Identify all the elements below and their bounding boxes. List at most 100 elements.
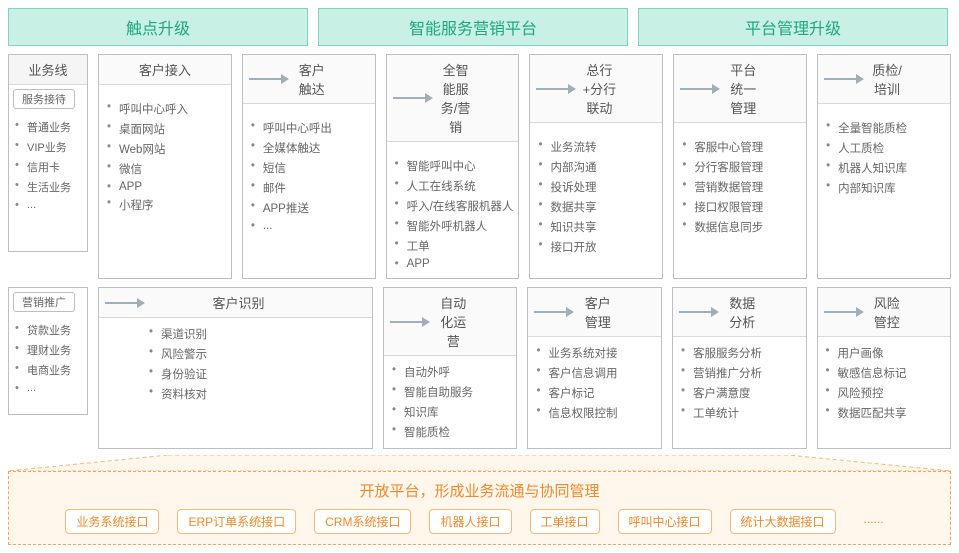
box-risk: 风险管控 用户画像敏感信息标记风险预控数据匹配共享 — [817, 287, 952, 449]
list-item: 人工质检 — [832, 138, 946, 158]
list-item: 用户画像 — [832, 343, 947, 363]
list-item: 人工在线系统 — [401, 176, 515, 196]
interface-chip: 呼叫中心接口 — [618, 509, 712, 534]
list-item: 营销推广分析 — [687, 363, 802, 383]
list-item: Web网站 — [113, 139, 227, 159]
open-platform-title: 开放平台，形成业务流通与协同管理 — [19, 478, 940, 509]
arrow-icon — [249, 74, 289, 84]
arrow-icon — [393, 93, 433, 103]
list-item: ... — [21, 380, 83, 396]
list-item: 全媒体触达 — [257, 138, 371, 158]
list-item: 短信 — [257, 158, 371, 178]
list-item: APP — [113, 179, 227, 195]
arrow-icon — [824, 74, 864, 84]
list-item: 呼入/在线客服机器人 — [401, 196, 515, 216]
business-line-title: 业务线 — [9, 55, 87, 85]
business-line-box-2: 营销推广 贷款业务理财业务电商业务... — [8, 287, 88, 415]
list-item: 接口开放 — [544, 237, 658, 257]
list-item: 客服中心管理 — [688, 137, 802, 157]
open-platform: 开放平台，形成业务流通与协同管理 业务系统接口ERP订单系统接口CRM系统接口机… — [8, 471, 951, 545]
interface-chip: ERP订单系统接口 — [177, 509, 296, 534]
list-item: 自动外呼 — [398, 362, 513, 382]
arrow-icon — [390, 317, 430, 327]
list-item: APP — [401, 256, 515, 272]
row1: 业务线 服务接待 普通业务VIP业务信用卡生活业务... 客户接入 呼叫中心呼入… — [8, 54, 951, 279]
list-item: 桌面网站 — [113, 119, 227, 139]
arrow-icon — [824, 307, 864, 317]
interface-chip: 统计大数据接口 — [730, 509, 836, 534]
list-item: 风险预控 — [832, 383, 947, 403]
list-item: 内部知识库 — [832, 178, 946, 198]
arrow-icon — [105, 298, 145, 308]
interface-chip: 机器人接口 — [429, 509, 511, 534]
list-item: 投诉处理 — [544, 177, 658, 197]
list-item: 智能外呼机器人 — [401, 216, 515, 236]
list-item: 普通业务 — [21, 117, 83, 137]
list-item: 邮件 — [257, 178, 371, 198]
list-item: 信息权限控制 — [542, 403, 657, 423]
box-customer-id: 客户识别 渠道识别风险警示身份验证资料核对 — [98, 287, 373, 449]
list-item: 风险警示 — [155, 344, 368, 364]
tag-marketing: 营销推广 — [13, 292, 75, 312]
list-item: 分行客服管理 — [688, 157, 802, 177]
list-item: 知识库 — [398, 402, 513, 422]
box-customer-access: 客户接入 呼叫中心呼入桌面网站Web网站微信APP小程序 — [98, 54, 232, 279]
interface-chip: 业务系统接口 — [65, 509, 159, 534]
list-item: 智能自助服务 — [398, 382, 513, 402]
list-item: 工单统计 — [687, 403, 802, 423]
list-item: 营销数据管理 — [688, 177, 802, 197]
list-item: VIP业务 — [21, 137, 83, 157]
list-item: 智能呼叫中心 — [401, 156, 515, 176]
list-item: 数据信息同步 — [688, 217, 802, 237]
list-item: ... — [257, 218, 371, 234]
list-item: 资料核对 — [155, 384, 368, 404]
list-item: 敏感信息标记 — [832, 363, 947, 383]
arrow-icon — [536, 84, 576, 94]
box-unified-mgmt: 平台统一管理 客服中心管理分行客服管理营销数据管理接口权限管理数据信息同步 — [673, 54, 807, 279]
list-item: 客户标记 — [542, 383, 657, 403]
open-platform-chips: 业务系统接口ERP订单系统接口CRM系统接口机器人接口工单接口呼叫中心接口统计大… — [19, 509, 940, 534]
list-item: 身份验证 — [155, 364, 368, 384]
box-customer-mgmt: 客户管理 业务系统对接客户信息调用客户标记信息权限控制 — [527, 287, 662, 449]
arrow-icon — [679, 307, 719, 317]
box-auto-ops: 自动化运营 自动外呼智能自助服务知识库智能质检 — [383, 287, 518, 449]
list-item: 贷款业务 — [21, 320, 83, 340]
list-item: 工单 — [401, 236, 515, 256]
arrow-icon — [680, 84, 720, 94]
tag-service: 服务接待 — [13, 89, 75, 109]
section-management: 平台管理升级 — [638, 8, 948, 46]
list-item: 数据匹配共享 — [832, 403, 947, 423]
list-item: 生活业务 — [21, 177, 83, 197]
list-item: 呼叫中心呼入 — [113, 99, 227, 119]
row2: 营销推广 贷款业务理财业务电商业务... 客户识别 渠道识别风险警示身份验证资料… — [8, 287, 951, 449]
list-item: 内部沟通 — [544, 157, 658, 177]
list-item: ... — [21, 197, 83, 213]
list-item: 客户满意度 — [687, 383, 802, 403]
list-item: 渠道识别 — [155, 324, 368, 344]
section-touchpoint: 触点升级 — [8, 8, 308, 46]
list-item: 接口权限管理 — [688, 197, 802, 217]
list-item: 智能质检 — [398, 422, 513, 442]
list-item: 信用卡 — [21, 157, 83, 177]
list-item: 知识共享 — [544, 217, 658, 237]
list-item: 机器人知识库 — [832, 158, 946, 178]
list-marketing: 贷款业务理财业务电商业务... — [9, 314, 87, 402]
list-item: 客服服务分析 — [687, 343, 802, 363]
list-item: 全量智能质检 — [832, 118, 946, 138]
interface-chip: 工单接口 — [530, 509, 600, 534]
list-item: 小程序 — [113, 195, 227, 215]
list-item: 业务系统对接 — [542, 343, 657, 363]
interface-chip: ...... — [854, 509, 894, 534]
list-item: 理财业务 — [21, 340, 83, 360]
list-item: 业务流转 — [544, 137, 658, 157]
list-item: 呼叫中心呼出 — [257, 118, 371, 138]
box-ai-service: 全智能服务/营销 智能呼叫中心人工在线系统呼入/在线客服机器人智能外呼机器人工单… — [386, 54, 520, 279]
list-item: 电商业务 — [21, 360, 83, 380]
list-item: 微信 — [113, 159, 227, 179]
list-item: 数据共享 — [544, 197, 658, 217]
box-analytics: 数据分析 客服服务分析营销推广分析客户满意度工单统计 — [672, 287, 807, 449]
box-customer-reach: 客户触达 呼叫中心呼出全媒体触达短信邮件APP推送... — [242, 54, 376, 279]
list-service: 普通业务VIP业务信用卡生活业务... — [9, 111, 87, 219]
business-line-box-1: 业务线 服务接待 普通业务VIP业务信用卡生活业务... — [8, 54, 88, 252]
box-hq-branch: 总行+分行联动 业务流转内部沟通投诉处理数据共享知识共享接口开放 — [529, 54, 663, 279]
